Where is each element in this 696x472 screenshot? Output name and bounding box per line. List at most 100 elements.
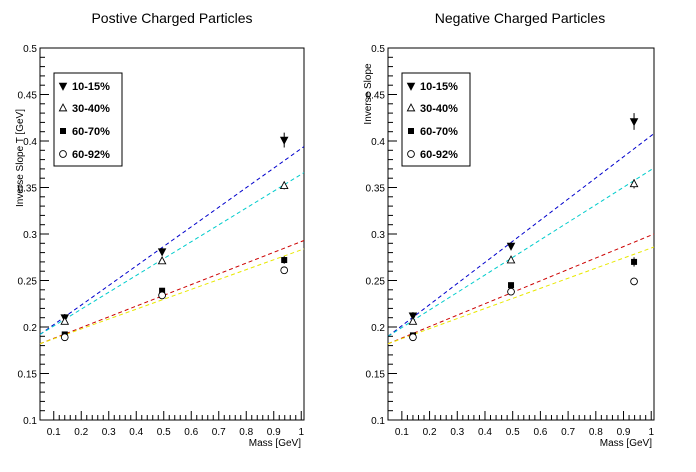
fit-line — [39, 248, 305, 345]
data-points — [60, 132, 289, 342]
y-tick-label: 0.1 — [23, 416, 37, 427]
legend-box — [53, 72, 123, 167]
fit-line — [387, 246, 655, 345]
x-tick-label: 0.9 — [617, 427, 631, 438]
y-tick-label: 0.4 — [23, 137, 37, 148]
y-tick-label: 0.5 — [23, 44, 37, 55]
x-tick-label: 0.1 — [395, 427, 409, 438]
y-tick-label: 0.15 — [18, 370, 38, 381]
y-tick-label: 0.2 — [371, 323, 385, 334]
data-point-marker — [506, 242, 516, 251]
x-axis-label: Mass [GeV] — [249, 438, 301, 449]
data-point-marker — [408, 128, 414, 134]
y-tick-label: 0.3 — [23, 230, 37, 241]
x-tick-label: 0.5 — [157, 427, 171, 438]
chart-title: Negative Charged Particles — [435, 10, 605, 26]
data-point-marker — [159, 287, 166, 294]
x-tick-label: 0.2 — [423, 427, 437, 438]
fit-lines — [39, 146, 305, 345]
legend-label: 10-15% — [72, 81, 110, 93]
chart-positive-particles: Postive Charged Particles 0.1 0.2 0.3 0.4 0.… — [15, 10, 305, 449]
legend: 10-15% 30-40% 60-70% 60-92% — [401, 72, 471, 167]
legend-label: 60-70% — [72, 126, 110, 138]
y-tick-label: 0.45 — [18, 91, 38, 102]
x-tick-label: 0.5 — [506, 427, 520, 438]
y-tick-label: 0.25 — [18, 277, 38, 288]
y-tick-label: 0.3 — [371, 230, 385, 241]
y-tick-label: 0.35 — [18, 184, 38, 195]
fit-line — [39, 172, 305, 335]
data-point-marker — [629, 118, 639, 127]
legend-label: 60-70% — [420, 126, 458, 138]
x-tick-label: 0.6 — [533, 427, 547, 438]
data-point-marker — [408, 312, 418, 321]
data-point-marker — [409, 333, 417, 342]
y-tick-label: 0.25 — [366, 277, 386, 288]
data-point-marker — [408, 316, 418, 325]
chart-title: Postive Charged Particles — [91, 10, 252, 26]
x-tick-label: 0.8 — [589, 427, 603, 438]
data-point-marker — [280, 266, 289, 275]
legend-keys — [406, 82, 416, 158]
data-point-marker — [279, 180, 289, 189]
data-point-marker — [158, 291, 166, 300]
data-point-marker — [281, 257, 288, 264]
data-point-marker — [59, 150, 67, 158]
fit-line — [39, 240, 305, 345]
data-point-marker — [406, 82, 416, 91]
data-point-marker — [279, 136, 289, 145]
data-point-marker — [629, 178, 639, 188]
x-tick-label: 0.4 — [129, 427, 143, 438]
legend-label: 60-92% — [420, 149, 458, 161]
data-point-marker — [406, 103, 416, 112]
x-tick-label: 0.7 — [561, 427, 575, 438]
data-point-marker — [157, 256, 167, 265]
data-points — [408, 113, 639, 342]
legend-box — [401, 72, 471, 167]
data-point-marker — [407, 150, 415, 158]
y-tick-label: 0.1 — [371, 416, 385, 427]
x-tick-label: 0.4 — [478, 427, 492, 438]
chart-negative-particles: Negative Charged Particles 0.1 0.2 0.3 0.4 0… — [363, 10, 655, 449]
fit-line — [39, 146, 305, 335]
axis-ticks: 0.1 0.2 0.3 0.4 0.5 0.6 0.7 0.8 0.9 1 0.1 0.15 0.2 0.… — [18, 44, 305, 438]
data-point-marker — [508, 282, 515, 289]
y-axis-label: Inverse Slope T [GeV] — [15, 109, 26, 207]
data-point-marker — [631, 258, 638, 265]
y-tick-label: 0.4 — [371, 137, 385, 148]
y-tick-label: 0.15 — [366, 370, 386, 381]
legend-label: 60-92% — [72, 149, 110, 161]
x-tick-label: 0.3 — [450, 427, 464, 438]
y-tick-label: 0.2 — [23, 323, 37, 334]
y-tick-label: 0.5 — [371, 44, 385, 55]
data-point-marker — [507, 287, 515, 296]
legend: 10-15% 30-40% 60-70% 60-92% — [53, 72, 123, 167]
data-point-marker — [506, 255, 516, 264]
fit-lines — [387, 133, 655, 345]
fit-line — [387, 233, 655, 345]
x-tick-label: 1 — [648, 427, 654, 438]
x-tick-label: 0.6 — [184, 427, 198, 438]
data-point-marker — [630, 277, 638, 286]
y-tick-label: 0.35 — [366, 184, 386, 195]
data-point-marker — [58, 82, 68, 91]
data-point-marker — [60, 316, 70, 325]
legend-label: 30-40% — [420, 103, 458, 115]
legend-keys — [58, 82, 68, 158]
x-tick-label: 0.2 — [74, 427, 88, 438]
data-point-marker — [60, 128, 66, 134]
data-point-marker — [58, 103, 68, 112]
x-tick-label: 0.7 — [212, 427, 226, 438]
x-tick-label: 0.8 — [239, 427, 253, 438]
data-point-marker — [157, 248, 167, 257]
legend-label: 30-40% — [72, 103, 110, 115]
data-point-marker — [60, 333, 69, 342]
x-tick-label: 0.9 — [267, 427, 281, 438]
axis-ticks: 0.1 0.2 0.3 0.4 0.5 0.6 0.7 0.8 0.9 1 0.1 0.15 0.2 0.… — [366, 44, 655, 438]
x-axis-label: Mass [GeV] — [600, 438, 652, 449]
x-tick-label: 0.1 — [47, 427, 61, 438]
y-tick-label: 0.45 — [366, 91, 386, 102]
fit-line — [387, 167, 655, 337]
x-tick-label: 0.3 — [102, 427, 116, 438]
